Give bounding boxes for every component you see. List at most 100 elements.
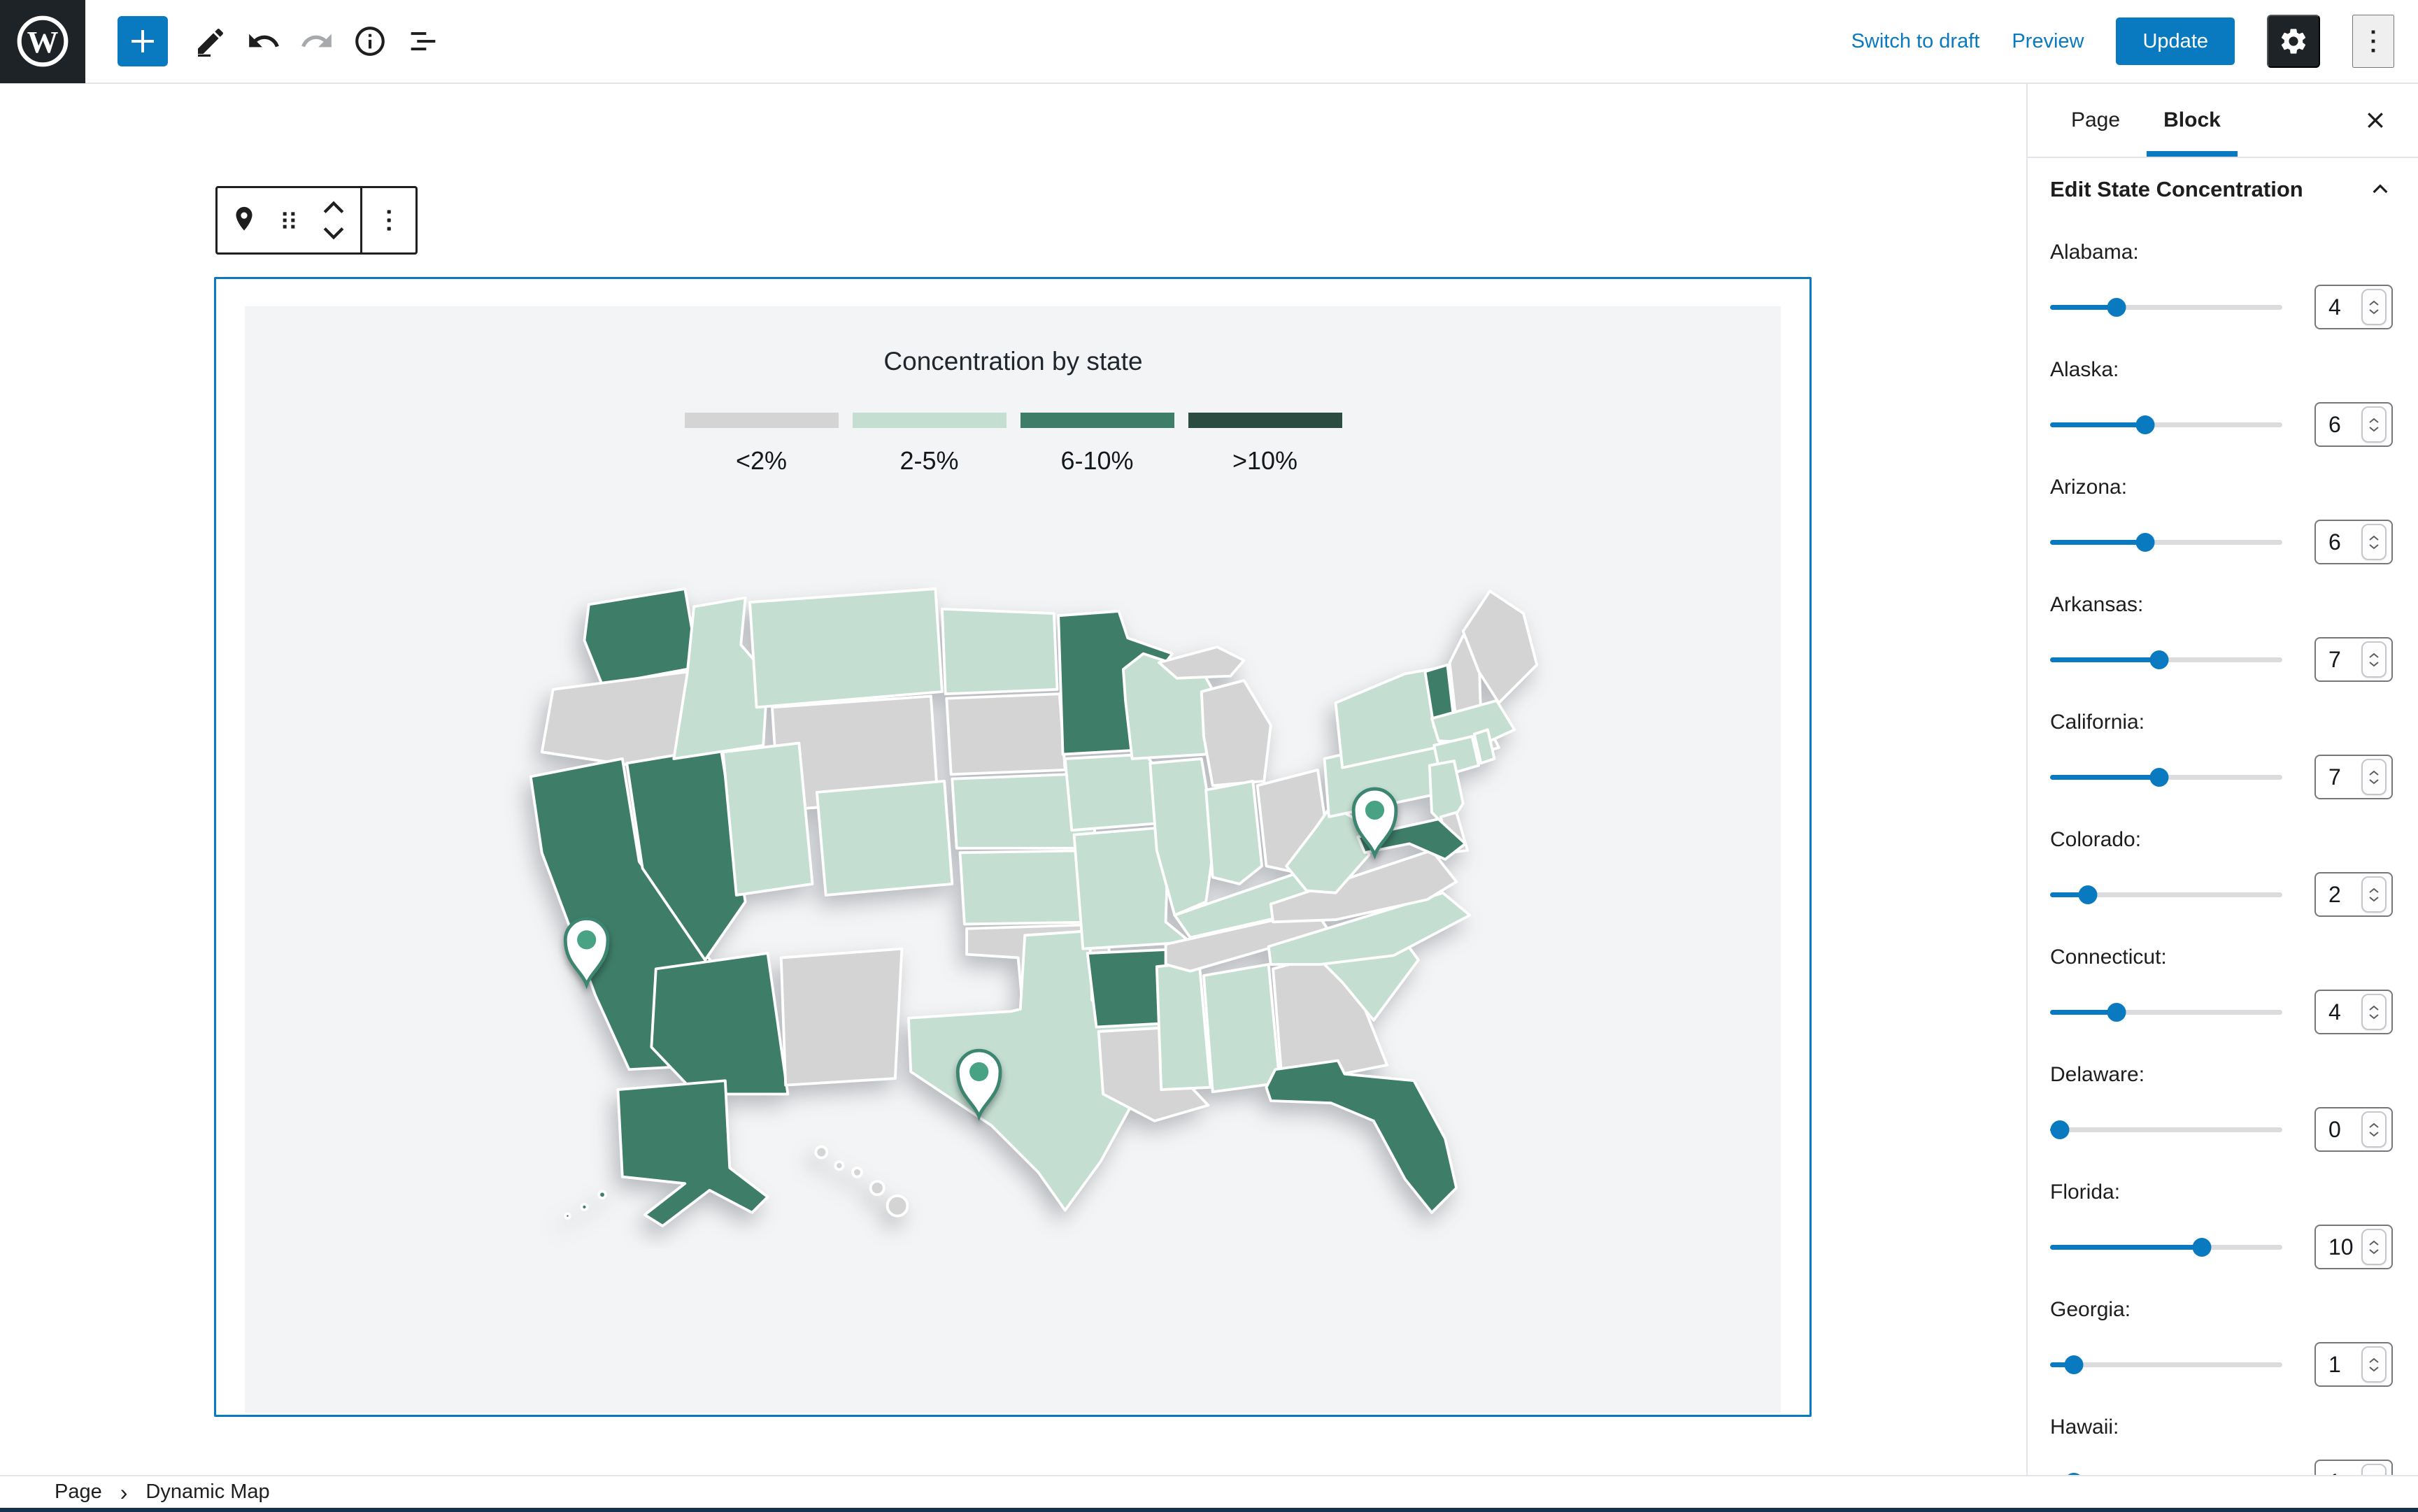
slider-thumb[interactable] [2135, 415, 2154, 434]
slider-track[interactable] [2050, 540, 2282, 545]
switch-to-draft-link[interactable]: Switch to draft [1851, 29, 1980, 52]
state-number-input[interactable]: 1 [2314, 1342, 2393, 1387]
state-number-input[interactable]: 2 [2314, 872, 2393, 917]
slider-thumb[interactable] [2078, 885, 2098, 904]
stepper-up-icon [2369, 535, 2379, 541]
legend-label: >10% [1232, 446, 1298, 475]
number-stepper[interactable] [2361, 994, 2387, 1030]
tab-block[interactable]: Block [2144, 84, 2240, 157]
slider-track[interactable] [2050, 1362, 2282, 1367]
number-stepper[interactable] [2361, 406, 2387, 443]
state-label: Connecticut: [2050, 946, 2167, 969]
slider-thumb[interactable] [2064, 1355, 2084, 1374]
move-down-button[interactable] [314, 220, 353, 247]
list-view-button[interactable] [400, 18, 446, 64]
slider-track[interactable] [2050, 892, 2282, 897]
number-stepper[interactable] [2361, 524, 2387, 560]
legend-swatch [1020, 413, 1174, 428]
options-menu-button[interactable] [2352, 15, 2394, 68]
breadcrumb-page[interactable]: Page [55, 1481, 102, 1503]
undo-button[interactable] [241, 18, 287, 64]
state-illinois [1148, 757, 1216, 917]
stepper-down-icon [2369, 426, 2379, 432]
slider-thumb[interactable] [2149, 650, 2169, 669]
state-number-input[interactable]: 10 [2314, 1225, 2393, 1269]
map-legend: <2% 2-5% 6-10% >10% [684, 413, 1342, 476]
tab-page[interactable]: Page [2070, 108, 2121, 131]
move-up-button[interactable] [314, 194, 353, 220]
state-number-input[interactable]: 1 [2314, 1460, 2393, 1475]
state-range-slider[interactable] [2050, 1341, 2282, 1388]
state-number-input[interactable]: 4 [2314, 285, 2393, 329]
state-range-slider[interactable] [2050, 989, 2282, 1035]
editor-top-bar: W [0, 0, 2418, 84]
number-stepper[interactable] [2361, 289, 2387, 325]
block-inserter-button[interactable] [118, 16, 168, 66]
hawaii-island [851, 1167, 863, 1178]
state-range-slider[interactable] [2050, 1224, 2282, 1270]
state-range-slider[interactable] [2050, 1459, 2282, 1475]
state-number-input[interactable]: 4 [2314, 990, 2393, 1034]
slider-thumb[interactable] [2064, 1473, 2084, 1475]
slider-thumb[interactable] [2107, 298, 2126, 317]
state-range-slider[interactable] [2050, 871, 2282, 918]
block-options-button[interactable] [367, 190, 411, 251]
number-stepper[interactable] [2361, 1346, 2387, 1383]
preview-link[interactable]: Preview [2012, 29, 2084, 52]
state-number-input[interactable]: 6 [2314, 520, 2393, 564]
slider-thumb[interactable] [2050, 1120, 2069, 1139]
state-range-slider[interactable] [2050, 284, 2282, 330]
number-value: 7 [2328, 646, 2341, 672]
state-number-input[interactable]: 7 [2314, 755, 2393, 799]
breadcrumb-dynamic-map[interactable]: Dynamic Map [145, 1481, 270, 1503]
state-number-input[interactable]: 6 [2314, 402, 2393, 447]
state-range-slider[interactable] [2050, 519, 2282, 565]
number-stepper[interactable] [2361, 641, 2387, 678]
block-selection-outline [214, 277, 1812, 1417]
slider-thumb[interactable] [2135, 533, 2154, 552]
number-value: 4 [2328, 999, 2341, 1025]
number-stepper[interactable] [2361, 759, 2387, 795]
state-number-input[interactable]: 7 [2314, 637, 2393, 682]
drag-handle[interactable] [266, 190, 311, 251]
number-stepper[interactable] [2361, 1229, 2387, 1265]
wordpress-logo[interactable]: W [0, 0, 85, 83]
close-sidebar-button[interactable] [2351, 84, 2400, 157]
slider-thumb[interactable] [2149, 768, 2169, 787]
slider-track[interactable] [2050, 305, 2282, 310]
number-stepper[interactable] [2361, 876, 2387, 913]
map-block-type-button[interactable] [222, 190, 266, 251]
details-button[interactable] [347, 18, 393, 64]
stepper-up-icon [2369, 1005, 2379, 1011]
state-control-row: Arizona: 6 [2050, 476, 2393, 565]
legend-item: <2% [684, 413, 839, 476]
state-range-slider[interactable] [2050, 636, 2282, 683]
state-range-slider[interactable] [2050, 1106, 2282, 1153]
stepper-up-icon [2369, 652, 2379, 658]
plus-icon [131, 30, 154, 52]
settings-button[interactable] [2267, 15, 2320, 68]
slider-track[interactable] [2050, 1127, 2282, 1132]
wordpress-logo-icon: W [17, 15, 69, 67]
state-range-slider[interactable] [2050, 754, 2282, 800]
number-stepper[interactable] [2361, 1111, 2387, 1148]
state-number-input[interactable]: 0 [2314, 1107, 2393, 1152]
stepper-up-icon [2369, 1122, 2379, 1128]
stepper-down-icon [2369, 896, 2379, 901]
state-range-slider[interactable] [2050, 401, 2282, 448]
block-toolbar-group-main [218, 188, 360, 252]
panel-header-edit-state-concentration[interactable]: Edit State Concentration [2028, 158, 2418, 221]
state-control-row: Hawaii: 1 [2050, 1415, 2393, 1475]
slider-track[interactable] [2050, 422, 2282, 427]
us-map[interactable] [485, 566, 1577, 1248]
slider-thumb[interactable] [2107, 1003, 2126, 1022]
slider-track[interactable] [2050, 1010, 2282, 1015]
tools-pencil-button[interactable] [187, 18, 234, 64]
redo-button[interactable] [294, 18, 340, 64]
stepper-down-icon [2369, 661, 2379, 666]
stepper-down-icon [2369, 543, 2379, 549]
number-stepper[interactable] [2361, 1464, 2387, 1475]
slider-thumb[interactable] [2192, 1238, 2212, 1257]
update-button[interactable]: Update [2116, 17, 2235, 65]
panel-title: Edit State Concentration [2050, 177, 2303, 201]
